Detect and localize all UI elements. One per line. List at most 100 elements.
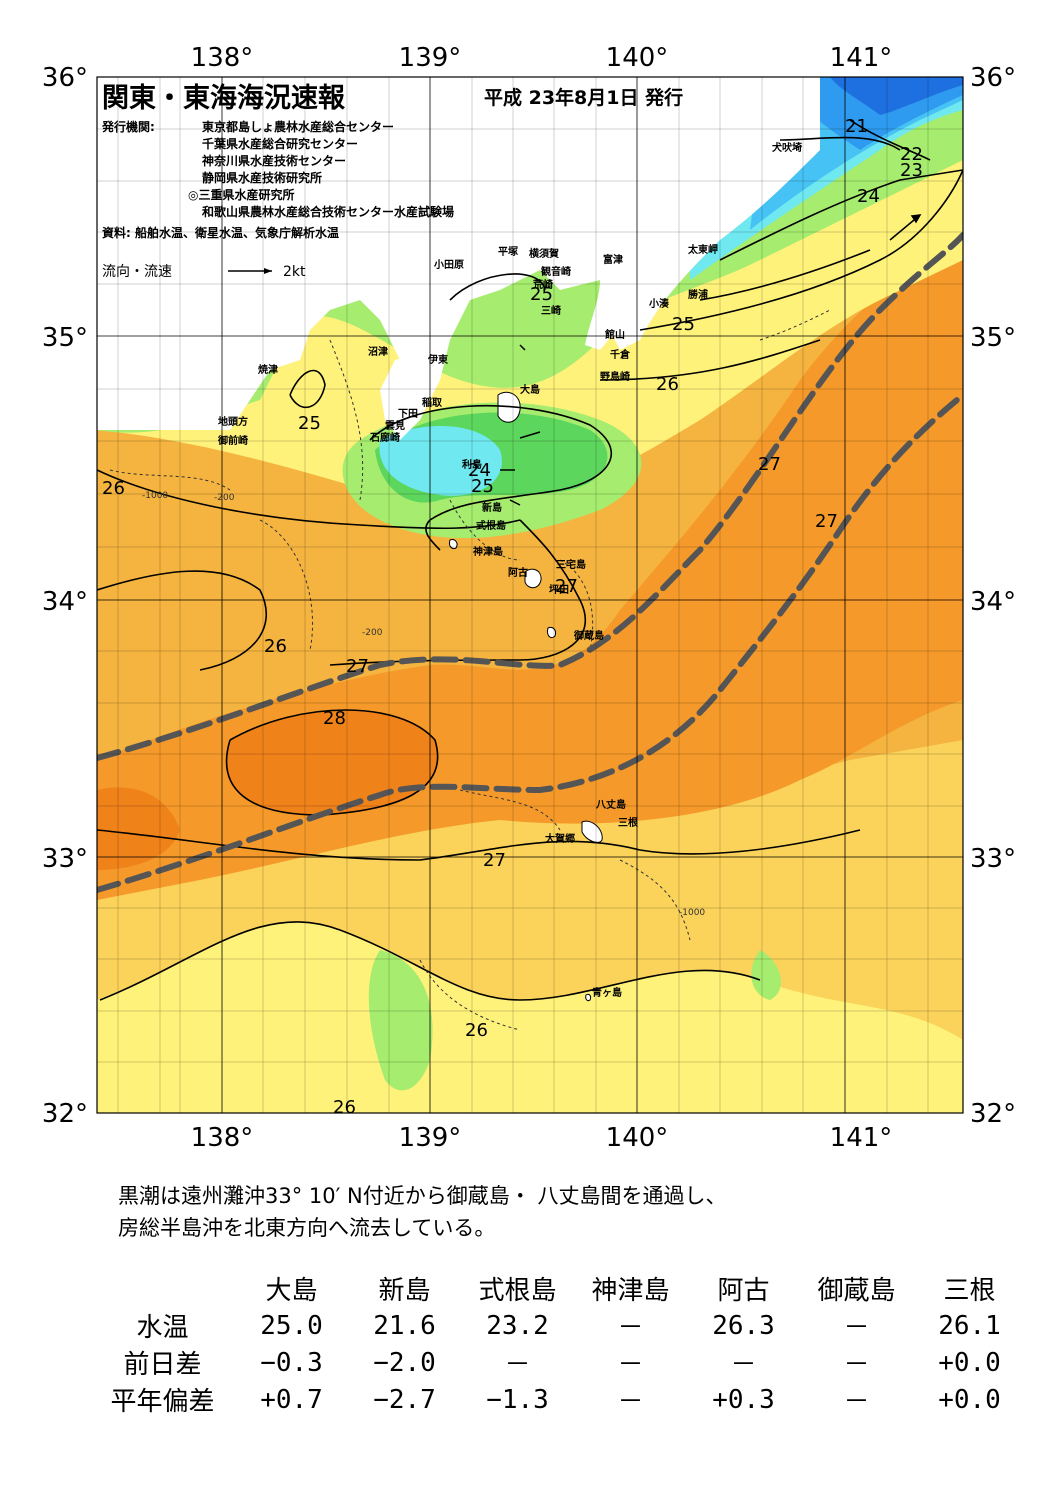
station-header: 神津島 <box>591 1276 670 1306</box>
isotherm-label: 27 <box>555 576 578 597</box>
isotherm-label: 26 <box>333 1097 356 1118</box>
station-header: 大島 <box>265 1276 318 1306</box>
isotherm-label: 28 <box>323 708 346 729</box>
issuer: 和歌山県農林水産総合技術センター水産試験場 <box>201 204 454 219</box>
depth-label: -200 <box>214 493 235 503</box>
lon-label: 139° <box>399 1123 462 1153</box>
place-label: 焼津 <box>258 363 278 376</box>
lat-label: 36° <box>970 63 1016 93</box>
place-label: 坪田 <box>549 583 569 596</box>
map-frame <box>96 76 964 1114</box>
isotherm-label: 26 <box>264 636 287 657</box>
place-label: 地頭方 <box>218 415 248 428</box>
depth-label: -200 <box>362 628 383 638</box>
issuer: 東京都島しょ農林水産総合センター <box>202 119 394 134</box>
isotherm-label: 27 <box>758 454 781 475</box>
issuer-list: 発行機関: 東京都島しょ農林水産総合センター 千葉県水産総合研究センター 神奈川… <box>101 119 454 240</box>
table-cell: −2.0 <box>373 1347 436 1378</box>
data-sources: 資料: 船舶水温、衛星水温、気象庁解析水温 <box>102 225 339 240</box>
map-title: 関東・東海海況速報 <box>102 83 346 114</box>
isotherm-label: 25 <box>530 284 553 305</box>
table-cell: +0.3 <box>712 1384 775 1415</box>
row-label: 水温 <box>136 1313 189 1343</box>
table-cell: +0.0 <box>938 1347 1001 1378</box>
place-label: 八丈島 <box>595 798 626 811</box>
lon-label: 141° <box>830 43 893 73</box>
table-row: 平年偏差 +0.7 −2.7 −1.3 － +0.3 － +0.0 <box>90 1381 1026 1418</box>
table-cell: 26.3 <box>712 1310 775 1341</box>
row-label: 前日差 <box>123 1350 202 1380</box>
isotherm-label: 24 <box>857 186 880 207</box>
table-cell: － <box>730 1350 757 1380</box>
lat-label: 33° <box>42 844 88 874</box>
place-label: 荒崎 <box>532 278 553 291</box>
isotherm-label: 25 <box>471 476 494 497</box>
isotherm-label: 23 <box>900 160 923 181</box>
row-label: 平年偏差 <box>110 1387 215 1417</box>
station-header: 御蔵島 <box>817 1276 896 1306</box>
isotherm-label: 26 <box>656 374 679 395</box>
issuer: 神奈川県水産技術センター <box>202 153 346 168</box>
island-observations-table: 大島 新島 式根島 神津島 阿古 御蔵島 三根 水温 25.0 21.6 23.… <box>90 1270 1026 1418</box>
corner-cell <box>90 1270 235 1307</box>
place-label: 御蔵島 <box>573 629 604 642</box>
place-label: 沼津 <box>368 345 388 358</box>
lat-label: 35° <box>970 323 1016 353</box>
table-cell: － <box>617 1387 644 1417</box>
lat-label: 33° <box>970 844 1016 874</box>
isotherm-label: 27 <box>815 511 838 532</box>
table-cell: － <box>617 1313 644 1343</box>
station-header: 三根 <box>943 1276 996 1306</box>
table-cell: +0.7 <box>260 1384 323 1415</box>
temperature-field <box>97 77 963 1113</box>
lat-label: 34° <box>970 587 1016 617</box>
table-cell: － <box>504 1350 531 1380</box>
legend-label: 流向・流速 <box>102 264 172 280</box>
lon-label: 138° <box>191 1123 254 1153</box>
isotherm-label: 27 <box>483 850 506 871</box>
place-label: 館山 <box>604 328 625 341</box>
latitude-labels-right: 36° 35° 34° 33° 32° <box>970 63 1016 1129</box>
isotherm-label: 26 <box>102 478 125 499</box>
place-labels: 犬吠埼 太東岬 勝浦 小湊 館山 千倉 野島崎 富津 観音崎 横須賀 平塚 荒崎… <box>217 141 802 999</box>
table-cell: 21.6 <box>373 1310 436 1341</box>
isotherm-label: 22 <box>900 144 923 165</box>
place-label: 太東岬 <box>687 243 718 256</box>
place-label: 大賀郷 <box>545 832 575 845</box>
station-header: 式根島 <box>478 1276 557 1306</box>
depth-labels: -200 -1000 -200 -1000 <box>142 491 705 918</box>
place-label: 石廊崎 <box>369 431 400 444</box>
place-label: 横須賀 <box>529 247 559 260</box>
place-label: 大島 <box>520 383 540 396</box>
longitude-labels-top: 138° 139° 140° 141° <box>191 43 893 73</box>
place-label: 利島 <box>462 458 482 471</box>
isotherm-label: 21 <box>845 116 868 137</box>
place-label: 青ヶ島 <box>592 986 622 999</box>
isotherm-label: 24 <box>468 460 491 481</box>
table-cell: 23.2 <box>486 1310 549 1341</box>
place-label: 雲見 <box>385 420 405 432</box>
station-header: 阿古 <box>717 1276 770 1306</box>
table-cell: −2.7 <box>373 1384 436 1415</box>
table-cell: 25.0 <box>260 1310 323 1341</box>
legend-arrowhead <box>264 268 272 274</box>
table-cell: － <box>843 1313 870 1343</box>
place-label: 神津島 <box>473 545 503 558</box>
table-cell: － <box>617 1350 644 1380</box>
current-legend: 流向・流速 2kt <box>102 264 306 280</box>
summary-line: 房総半島沖を北東方向へ流去している。 <box>118 1216 496 1240</box>
place-label: 御前崎 <box>217 434 248 447</box>
lat-label: 34° <box>42 587 88 617</box>
table-header-row: 大島 新島 式根島 神津島 阿古 御蔵島 三根 <box>90 1270 1026 1307</box>
place-label: 三崎 <box>541 304 561 317</box>
place-label: 小湊 <box>648 297 670 310</box>
lat-label: 32° <box>42 1099 88 1129</box>
issuers-label: 発行機関: <box>101 119 155 134</box>
table-cell: 26.1 <box>938 1310 1001 1341</box>
place-label: 犬吠埼 <box>772 141 802 154</box>
place-label: 野島崎 <box>600 370 630 383</box>
isotherm-label: 27 <box>346 656 369 677</box>
depth-label: -1000 <box>679 908 705 918</box>
place-label: 阿古 <box>508 566 528 579</box>
sea-temperature-map: 138° 139° 140° 141° 138° 139° 140° 141° … <box>42 43 1016 1153</box>
